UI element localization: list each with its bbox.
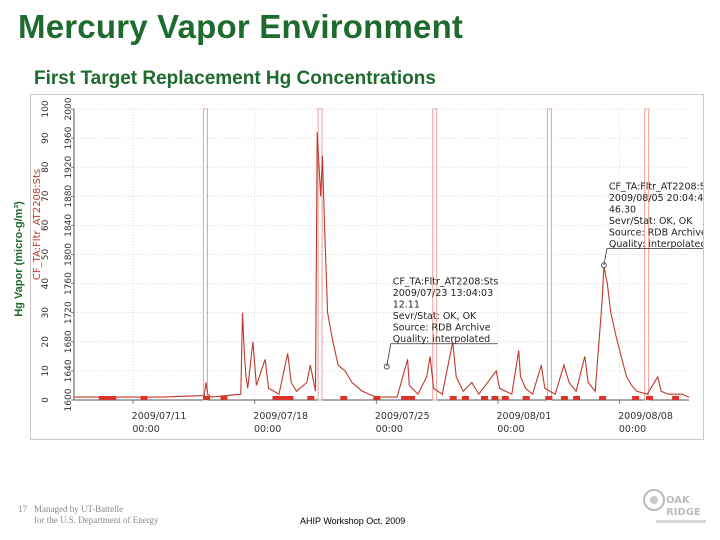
chart-title: First Target Replacement Hg Concentratio… <box>34 68 436 89</box>
y-tick-label: 80 <box>41 161 51 173</box>
baseline-marker <box>449 396 457 400</box>
baseline-marker <box>307 396 315 400</box>
y-axis-label: Hg Vapor (micro-g/m³) <box>13 201 25 317</box>
baseline-marker <box>501 396 509 400</box>
baseline-marker <box>279 396 287 400</box>
annotation-text: Quality: interpolated <box>393 334 491 345</box>
y-tick-label: 0 <box>41 397 51 403</box>
x-tick-time: 00:00 <box>376 424 403 435</box>
baseline-marker <box>373 396 381 400</box>
svg-text:RIDGE: RIDGE <box>666 507 701 518</box>
x-tick-date: 2009/08/08 <box>618 411 673 422</box>
y-tick-label: 20 <box>41 336 51 348</box>
baseline-marker <box>522 396 530 400</box>
annotation-text: CF_TA:Fltr_AT2208:Sts <box>393 277 499 288</box>
y-tick-label: 30 <box>41 307 51 319</box>
y-tick-label: 50 <box>41 249 51 261</box>
y-tick-label: 40 <box>41 278 51 290</box>
baseline-marker <box>140 396 148 400</box>
annotation-text: Quality: interpolated <box>609 239 703 250</box>
baseline-marker <box>203 396 211 400</box>
x-tick-date: 2009/08/01 <box>497 411 552 422</box>
x-tick-time: 00:00 <box>254 424 281 435</box>
baseline-marker <box>672 396 680 400</box>
annotation-text: Sevr/Stat: OK, OK <box>393 311 477 322</box>
y2-tick-label: 1680 <box>64 330 74 353</box>
y2-tick-label: 1920 <box>64 155 74 178</box>
baseline-marker <box>104 396 112 400</box>
baseline-marker <box>646 396 654 400</box>
x-tick-time: 00:00 <box>619 424 646 435</box>
footer-org-line2: for the U.S. Department of Energy <box>34 515 159 525</box>
x-tick-date: 2009/07/25 <box>375 411 430 422</box>
oak-ridge-logo: OAK RIDGE <box>643 489 706 523</box>
y2-tick-label: 1600 <box>64 388 74 411</box>
y2-tick-label: 1640 <box>64 359 74 382</box>
y-tick-label: 70 <box>41 190 51 202</box>
baseline-marker <box>98 396 106 400</box>
footer-event: AHIP Workshop Oct. 2009 <box>300 516 406 526</box>
y-tick-label: 100 <box>41 100 51 117</box>
slide-title: Mercury Vapor Environment <box>18 8 464 45</box>
x-tick-time: 00:00 <box>132 424 159 435</box>
y2-tick-label: 1960 <box>64 126 74 149</box>
y2-tick-label: 1760 <box>64 272 74 295</box>
baseline-marker <box>632 396 640 400</box>
chart-panel: 0 10 20 30 40 50 60 70 80 90 100 1600 1640 1680 1720 17… <box>30 94 714 440</box>
y2-tick-label: 1720 <box>64 301 74 324</box>
y-tick-label: 10 <box>41 365 51 377</box>
annotation-text: 2009/08/05 20:04:49 <box>609 193 703 204</box>
baseline-marker <box>286 396 294 400</box>
baseline-marker <box>481 396 488 400</box>
baseline-marker <box>272 396 280 400</box>
series-line <box>74 132 690 398</box>
annotation-text: Source: RDB Archive <box>609 227 703 238</box>
baseline-marker <box>560 396 568 400</box>
y-tick-label: 60 <box>41 219 51 231</box>
annotation-text: 12.11 <box>393 300 420 311</box>
x-tick-time: 00:00 <box>497 424 524 435</box>
annotation-text: 2009/07/23 13:04:03 <box>393 288 493 299</box>
baseline-marker <box>408 396 416 400</box>
data-gap-spike <box>317 108 323 401</box>
annotation-leader <box>603 248 608 266</box>
annotation-leader <box>386 343 392 367</box>
x-tick-date: 2009/07/18 <box>253 411 308 422</box>
footer-org-line1: Managed by UT-Battelle <box>34 504 124 514</box>
annotation-text: Source: RDB Archive <box>393 323 491 334</box>
svg-text:OAK: OAK <box>666 495 691 506</box>
baseline-marker <box>599 396 607 400</box>
baseline-marker <box>401 396 409 400</box>
baseline-marker <box>491 396 499 400</box>
y2-tick-label: 1880 <box>64 185 74 208</box>
baseline-marker <box>461 396 469 400</box>
y2-tick-label: 1800 <box>64 243 74 266</box>
baseline-marker <box>545 396 553 400</box>
x-tick-date: 2009/07/11 <box>132 411 187 422</box>
annotation-text: 46.30 <box>609 204 636 215</box>
y2-tick-label: 1840 <box>64 214 74 237</box>
annotation-text: Sevr/Stat: OK, OK <box>609 216 693 227</box>
data-gap-spike <box>432 108 438 401</box>
baseline-marker <box>109 396 117 400</box>
baseline-marker <box>340 396 348 400</box>
page-number: 17 <box>18 504 27 514</box>
pv-axis-label: CF_TA:Fltr_AT2208:Sts <box>32 169 43 280</box>
annotation-text: CF_TA:Fltr_AT2208:Sts <box>609 181 703 192</box>
baseline-marker <box>220 396 228 400</box>
baseline-marker <box>573 396 581 400</box>
y-tick-label: 90 <box>41 132 51 144</box>
line-chart: 0 10 20 30 40 50 60 70 80 90 100 1600 1640 1680 1720 17… <box>32 97 714 435</box>
y2-tick-label: 2000 <box>64 97 74 120</box>
